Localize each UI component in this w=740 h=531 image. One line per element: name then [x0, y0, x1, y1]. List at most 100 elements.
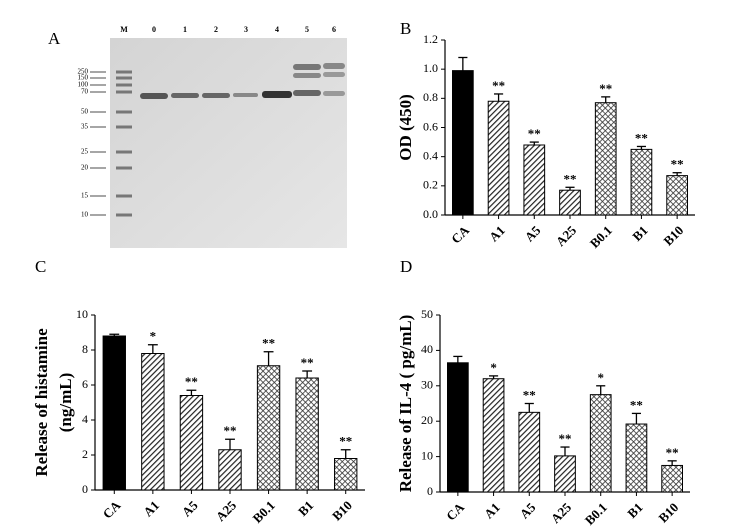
bar — [447, 362, 469, 493]
gel-bands — [140, 63, 345, 99]
bar — [666, 175, 688, 216]
x-tick-label: A1 — [140, 498, 162, 520]
x-tick-label: B10 — [655, 500, 681, 526]
bar — [256, 365, 281, 491]
y-tick-label: 0.4 — [423, 148, 438, 162]
significance-label: ** — [635, 130, 648, 145]
bar — [218, 449, 242, 491]
x-tick-label: B10 — [329, 498, 355, 524]
lane-label: 1 — [183, 25, 187, 34]
y-tick-label: 1.2 — [423, 32, 438, 46]
lane-label: 5 — [305, 25, 309, 34]
bar — [625, 423, 648, 493]
significance-label: ** — [492, 78, 505, 93]
significance-label: ** — [528, 126, 541, 141]
x-tick-label: B0.1 — [587, 223, 615, 251]
ladder-band — [116, 150, 132, 154]
ladder-band — [116, 125, 132, 129]
y-axis-label: Release of histamine — [32, 328, 51, 477]
x-tick-label: A5 — [517, 499, 539, 521]
panel-letter: D — [400, 257, 412, 276]
y-tick-label: 0 — [82, 482, 88, 496]
marker-label: 20 — [81, 164, 89, 172]
x-tick-label: B10 — [660, 223, 686, 249]
y-tick-label: 2 — [82, 447, 88, 461]
bar — [334, 458, 358, 491]
bar — [594, 102, 617, 216]
significance-label: ** — [339, 434, 352, 449]
bar — [487, 100, 510, 216]
significance-label: ** — [224, 423, 237, 438]
x-tick-label: B1 — [624, 500, 645, 521]
x-tick-label: B1 — [295, 498, 316, 519]
lane-label: 3 — [244, 25, 248, 34]
significance-label: ** — [671, 157, 684, 172]
ladder-band — [116, 213, 132, 217]
significance-label: ** — [630, 397, 643, 412]
bar — [141, 353, 165, 491]
y-axis-label: (ng/mL) — [56, 373, 75, 433]
y-axis-label: Release of IL-4 ( pg/mL) — [396, 315, 415, 493]
y-tick-label: 50 — [421, 307, 433, 321]
ladder-band — [116, 194, 132, 198]
y-tick-label: 4 — [82, 412, 88, 426]
panel-letter: A — [48, 29, 61, 48]
y-tick-label: 6 — [82, 377, 88, 391]
bar — [518, 411, 541, 493]
bar — [523, 144, 546, 216]
marker-label: 250 — [78, 68, 89, 76]
marker-label: 100 — [78, 81, 89, 89]
marker-label: 35 — [81, 123, 89, 131]
marker-label: 150 — [78, 74, 89, 82]
x-tick-label: B0.1 — [582, 500, 610, 528]
marker-label: 25 — [81, 148, 89, 156]
y-tick-label: 0.0 — [423, 207, 438, 221]
significance-label: ** — [559, 431, 572, 446]
significance-label: ** — [262, 336, 275, 351]
ladder-band — [116, 76, 132, 80]
significance-label: * — [490, 360, 497, 375]
marker-label: 15 — [81, 192, 89, 200]
lane-label: 6 — [332, 25, 336, 34]
ladder-band — [116, 83, 132, 87]
bar — [661, 464, 683, 493]
bar — [630, 148, 653, 216]
x-tick-label: A5 — [522, 222, 544, 244]
x-tick-label: A25 — [213, 497, 240, 524]
ladder-band — [116, 70, 132, 74]
y-tick-label: 10 — [421, 448, 433, 462]
ladder-band — [116, 110, 132, 114]
marker-label: 50 — [81, 108, 89, 116]
significance-label: ** — [666, 445, 679, 460]
x-tick-label: A25 — [553, 222, 580, 249]
y-tick-label: 10 — [76, 307, 88, 321]
y-tick-label: 0.6 — [423, 119, 438, 133]
lane-label: 4 — [275, 25, 279, 34]
y-tick-label: 0.8 — [423, 90, 438, 104]
x-tick-label: A5 — [179, 497, 201, 519]
bar — [554, 455, 576, 493]
significance-label: ** — [301, 355, 314, 370]
ladder-band — [116, 90, 132, 94]
y-tick-label: 30 — [421, 378, 433, 392]
ladder-band — [116, 166, 132, 170]
significance-label: ** — [523, 387, 536, 402]
significance-label: ** — [185, 374, 198, 389]
panel-letter: C — [35, 257, 46, 276]
bar — [452, 70, 474, 216]
lane-label: 0 — [152, 25, 156, 34]
bar — [589, 394, 612, 493]
panel-letter: B — [400, 19, 411, 38]
y-tick-label: 0.2 — [423, 178, 438, 192]
y-tick-label: 40 — [421, 342, 433, 356]
x-tick-label: A25 — [548, 499, 575, 526]
x-tick-label: A1 — [486, 223, 508, 245]
significance-label: * — [150, 329, 157, 344]
bar — [559, 189, 581, 216]
x-tick-label: CA — [448, 222, 472, 246]
lane-label: M — [120, 25, 128, 34]
significance-label: ** — [599, 81, 612, 96]
marker-label: 70 — [81, 88, 89, 96]
marker-label: 10 — [81, 211, 89, 219]
